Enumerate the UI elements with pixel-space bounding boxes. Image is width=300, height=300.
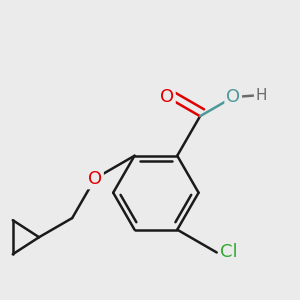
Text: Cl: Cl <box>220 244 237 262</box>
Text: O: O <box>160 88 174 106</box>
Text: O: O <box>226 88 240 106</box>
Text: O: O <box>88 169 102 188</box>
Text: H: H <box>255 88 267 103</box>
